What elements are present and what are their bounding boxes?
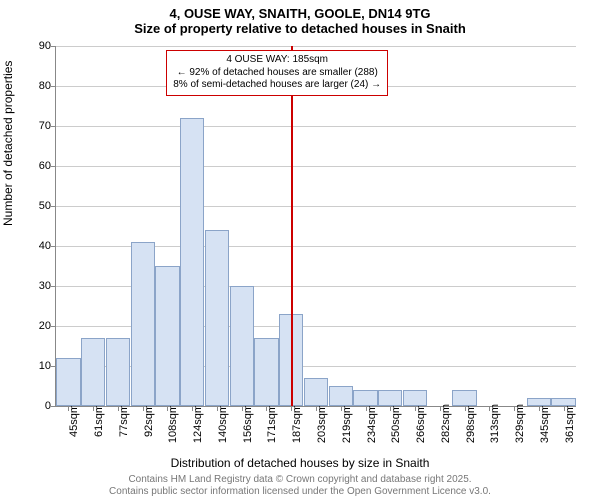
y-tick-mark (51, 326, 56, 327)
x-axis-label: Distribution of detached houses by size … (0, 456, 600, 470)
x-tick-label: 313sqm (489, 404, 501, 443)
grid-line (56, 46, 576, 47)
x-tick-label: 282sqm (440, 404, 452, 443)
x-tick-label: 250sqm (390, 404, 402, 443)
histogram-bar (403, 390, 427, 406)
histogram-bar (81, 338, 105, 406)
y-tick-label: 30 (26, 280, 51, 292)
y-tick-mark (51, 86, 56, 87)
histogram-bar (353, 390, 377, 406)
plot-area: 010203040506070809045sqm61sqm77sqm92sqm1… (55, 46, 576, 407)
annotation-box: 4 OUSE WAY: 185sqm← 92% of detached hous… (166, 50, 388, 96)
x-tick-label: 140sqm (217, 404, 229, 443)
footer-line-2: Contains public sector information licen… (0, 486, 600, 497)
y-tick-label: 0 (26, 400, 51, 412)
x-tick-label: 156sqm (242, 404, 254, 443)
histogram-bar (551, 398, 575, 406)
histogram-bar (205, 230, 229, 406)
x-tick-label: 108sqm (167, 404, 179, 443)
y-tick-label: 40 (26, 240, 51, 252)
annotation-line-1: 4 OUSE WAY: 185sqm (173, 54, 381, 67)
y-tick-label: 20 (26, 320, 51, 332)
histogram-bar (527, 398, 551, 406)
y-axis-label: Number of detached properties (1, 61, 15, 226)
y-tick-mark (51, 286, 56, 287)
y-tick-label: 80 (26, 80, 51, 92)
grid-line (56, 166, 576, 167)
y-tick-label: 50 (26, 200, 51, 212)
grid-line (56, 206, 576, 207)
y-tick-label: 90 (26, 40, 51, 52)
x-tick-label: 45sqm (68, 404, 80, 437)
chart-title-main: 4, OUSE WAY, SNAITH, GOOLE, DN14 9TG (0, 0, 600, 21)
x-tick-label: 361sqm (564, 404, 576, 443)
histogram-bar (329, 386, 353, 406)
histogram-bar (131, 242, 155, 406)
histogram-bar (230, 286, 254, 406)
marker-line (291, 46, 293, 406)
histogram-bar (106, 338, 130, 406)
annotation-line-2: ← 92% of detached houses are smaller (28… (173, 67, 381, 80)
histogram-bar (180, 118, 204, 406)
histogram-bar (56, 358, 80, 406)
y-tick-mark (51, 206, 56, 207)
histogram-bar (155, 266, 179, 406)
y-tick-mark (51, 46, 56, 47)
annotation-line-3: 8% of semi-detached houses are larger (2… (173, 79, 381, 92)
y-tick-label: 60 (26, 160, 51, 172)
histogram-bar (378, 390, 402, 406)
grid-line (56, 126, 576, 127)
y-tick-label: 10 (26, 360, 51, 372)
x-tick-label: 219sqm (341, 404, 353, 443)
histogram-bar (304, 378, 328, 406)
x-tick-label: 187sqm (291, 404, 303, 443)
y-tick-mark (51, 406, 56, 407)
x-tick-label: 234sqm (366, 404, 378, 443)
chart-title-sub: Size of property relative to detached ho… (0, 21, 600, 40)
y-tick-mark (51, 126, 56, 127)
y-tick-mark (51, 246, 56, 247)
x-tick-label: 92sqm (143, 404, 155, 437)
histogram-chart: 4, OUSE WAY, SNAITH, GOOLE, DN14 9TG Siz… (0, 0, 600, 500)
footer-line-1: Contains HM Land Registry data © Crown c… (0, 474, 600, 485)
x-tick-label: 345sqm (539, 404, 551, 443)
y-tick-label: 70 (26, 120, 51, 132)
x-tick-label: 77sqm (118, 404, 130, 437)
x-tick-label: 203sqm (316, 404, 328, 443)
x-tick-label: 171sqm (266, 404, 278, 443)
x-tick-label: 61sqm (93, 404, 105, 437)
y-tick-mark (51, 166, 56, 167)
histogram-bar (254, 338, 278, 406)
x-tick-label: 329sqm (514, 404, 526, 443)
x-tick-label: 298sqm (465, 404, 477, 443)
x-tick-label: 266sqm (415, 404, 427, 443)
x-tick-label: 124sqm (192, 404, 204, 443)
histogram-bar (452, 390, 476, 406)
